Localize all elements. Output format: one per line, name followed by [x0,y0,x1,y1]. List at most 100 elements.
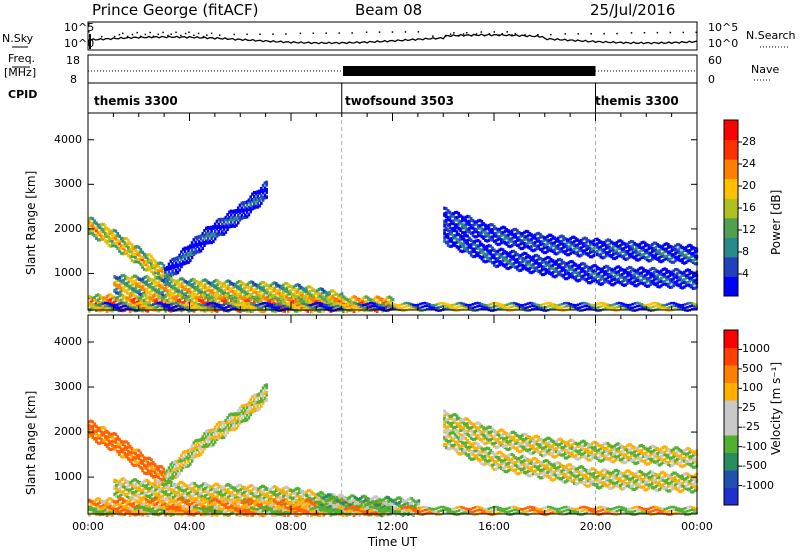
power-cell [240,296,244,301]
power-cell [215,232,219,236]
power-cell [221,289,225,294]
power-cell [604,244,608,248]
power-cell [186,306,189,310]
power-cell [283,294,286,298]
power-cell [181,253,185,257]
power-cell [494,239,498,243]
power-cell [196,235,199,239]
power-cell [482,235,485,239]
power-cell [461,249,464,254]
power-cell [108,302,111,306]
power-cell [459,227,462,231]
power-cell [178,298,182,302]
nsky-dot [466,32,468,34]
power-cell [102,235,105,239]
power-cell [177,304,180,308]
power-cell [183,299,187,303]
power-cell [608,249,612,253]
power-cell [157,291,161,295]
power-cell [528,238,532,242]
power-cell [462,238,466,242]
power-cell [668,259,672,263]
power-cell [686,280,690,285]
power-cell [91,225,95,229]
power-cell [142,302,146,305]
power-cell [238,218,242,222]
power-cell [663,267,667,271]
power-cell [532,270,535,274]
power-cell [450,212,453,216]
power-cell [517,243,521,247]
power-cell [649,279,652,284]
power-cell [269,286,273,290]
power-cell [224,225,228,229]
power-cell [617,246,620,251]
power-cell [182,285,186,289]
power-cell [569,248,572,252]
power-cell [572,250,576,255]
power-cell [553,269,556,273]
power-cell [624,243,628,247]
power-cell [659,254,663,258]
power-cell [562,238,565,242]
power-cell [578,249,581,253]
power-cell [141,263,144,267]
power-cell [250,292,253,297]
power-cell [690,254,693,259]
power-cell [553,244,556,248]
power-cell [475,235,478,239]
power-cell [159,284,163,288]
power-cell [163,289,166,293]
power-cell [494,264,498,269]
power-cell [169,272,173,276]
power-cell [684,253,688,257]
power-cell [294,291,298,295]
power-cell [145,307,148,310]
power-cell [107,239,111,243]
power-cell [507,266,510,271]
power-cell [576,243,580,247]
power-cell [548,246,551,250]
power-cell [665,275,668,280]
power-cell [539,232,542,237]
power-cell [151,306,155,310]
power-cell [597,246,601,250]
power-cell [246,285,250,289]
power-cell [196,296,199,301]
power-cell [658,248,661,252]
power-cell [326,300,329,304]
power-cell [322,309,326,313]
power-cell [240,214,244,218]
power-cell [99,303,102,306]
power-cell [206,309,210,312]
power-cell [148,258,151,263]
power-cell [549,233,553,237]
nave-tick-bottom: 0 [708,73,715,86]
power-cell [576,250,580,254]
power-cell [231,223,235,227]
power-cell [322,297,326,302]
power-cell [537,231,540,236]
power-cell [491,235,494,239]
power-cell [503,229,507,234]
power-cell [524,260,528,264]
power-cell [645,256,649,260]
power-cell [98,238,102,242]
power-cell [528,255,532,259]
power-cell [246,282,250,286]
power-cell [677,283,681,287]
power-cell [199,303,203,307]
power-cell [469,250,473,254]
power-cell [342,299,345,303]
power-cell [171,303,175,308]
power-cell [180,309,183,313]
power-cell [517,256,521,260]
power-cell [124,304,127,308]
power-cell [234,291,237,295]
power-cell [596,245,599,249]
power-cell [448,222,452,227]
power-cell [507,240,510,244]
power-cell [521,246,525,250]
power-cell [558,257,562,262]
power-cell [540,234,544,239]
